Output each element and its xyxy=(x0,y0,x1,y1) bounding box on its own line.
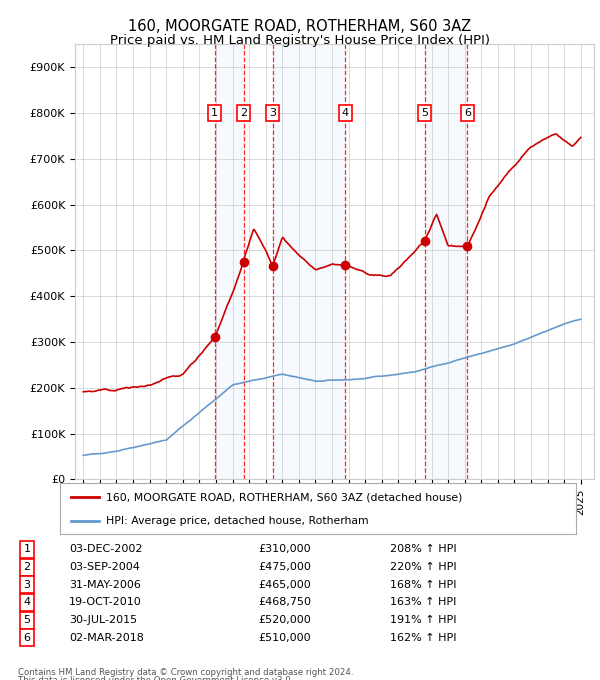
Text: 4: 4 xyxy=(342,108,349,118)
Text: 1: 1 xyxy=(211,108,218,118)
Text: 30-JUL-2015: 30-JUL-2015 xyxy=(69,615,137,625)
Text: 1: 1 xyxy=(23,545,31,554)
Text: £475,000: £475,000 xyxy=(258,562,311,572)
Bar xyxy=(215,44,244,479)
Text: 6: 6 xyxy=(23,633,31,643)
Text: 160, MOORGATE ROAD, ROTHERHAM, S60 3AZ (detached house): 160, MOORGATE ROAD, ROTHERHAM, S60 3AZ (… xyxy=(106,492,463,502)
Text: 03-DEC-2002: 03-DEC-2002 xyxy=(69,545,143,554)
Text: 162% ↑ HPI: 162% ↑ HPI xyxy=(390,633,457,643)
Text: £510,000: £510,000 xyxy=(258,633,311,643)
Text: £465,000: £465,000 xyxy=(258,580,311,590)
Text: 3: 3 xyxy=(23,580,31,590)
Text: £468,750: £468,750 xyxy=(258,598,311,607)
Text: Price paid vs. HM Land Registry's House Price Index (HPI): Price paid vs. HM Land Registry's House … xyxy=(110,34,490,47)
Text: 03-SEP-2004: 03-SEP-2004 xyxy=(69,562,140,572)
Text: 2: 2 xyxy=(23,562,31,572)
Text: 191% ↑ HPI: 191% ↑ HPI xyxy=(390,615,457,625)
Text: £520,000: £520,000 xyxy=(258,615,311,625)
Text: 5: 5 xyxy=(23,615,31,625)
Text: 31-MAY-2006: 31-MAY-2006 xyxy=(69,580,141,590)
Text: 3: 3 xyxy=(269,108,276,118)
Bar xyxy=(425,44,467,479)
Text: 220% ↑ HPI: 220% ↑ HPI xyxy=(390,562,457,572)
Text: 4: 4 xyxy=(23,598,31,607)
Text: This data is licensed under the Open Government Licence v3.0.: This data is licensed under the Open Gov… xyxy=(18,676,293,680)
Bar xyxy=(272,44,345,479)
Text: 2: 2 xyxy=(240,108,247,118)
Text: HPI: Average price, detached house, Rotherham: HPI: Average price, detached house, Roth… xyxy=(106,516,369,526)
Text: 19-OCT-2010: 19-OCT-2010 xyxy=(69,598,142,607)
Text: £310,000: £310,000 xyxy=(258,545,311,554)
Text: 02-MAR-2018: 02-MAR-2018 xyxy=(69,633,144,643)
Text: 168% ↑ HPI: 168% ↑ HPI xyxy=(390,580,457,590)
Text: 160, MOORGATE ROAD, ROTHERHAM, S60 3AZ: 160, MOORGATE ROAD, ROTHERHAM, S60 3AZ xyxy=(128,19,472,34)
Text: 5: 5 xyxy=(421,108,428,118)
Text: 6: 6 xyxy=(464,108,471,118)
Text: 208% ↑ HPI: 208% ↑ HPI xyxy=(390,545,457,554)
Text: Contains HM Land Registry data © Crown copyright and database right 2024.: Contains HM Land Registry data © Crown c… xyxy=(18,668,353,677)
Text: 163% ↑ HPI: 163% ↑ HPI xyxy=(390,598,457,607)
